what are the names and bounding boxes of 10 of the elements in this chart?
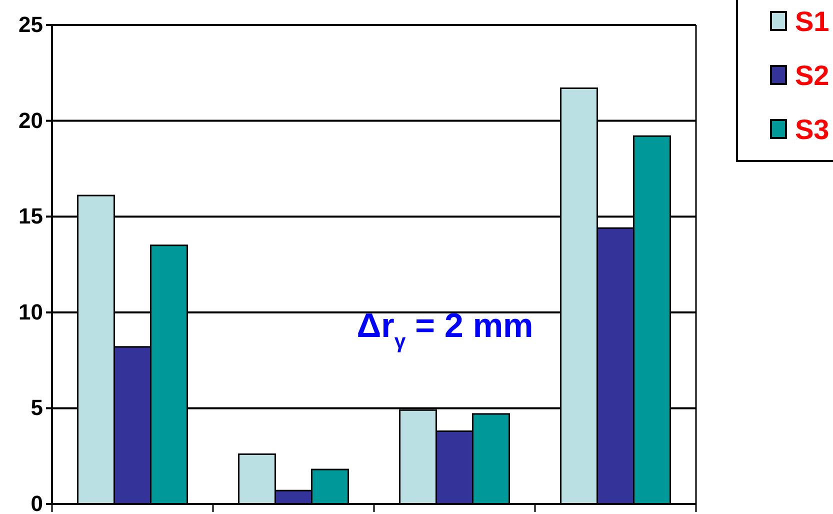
y-tick-label: 20 (18, 108, 43, 133)
legend-label: S2 (795, 60, 830, 91)
y-tick-label: 15 (18, 204, 43, 229)
legend-label: S1 (795, 6, 830, 37)
y-tick-label: 0 (30, 491, 43, 514)
y-tick-label: 25 (18, 12, 43, 38)
y-tick-label: 10 (18, 299, 43, 324)
annotation: Δr$_{γ}$ = 2 mm (356, 307, 534, 353)
y-tick-label: 5 (30, 395, 43, 420)
legend-label: S3 (795, 114, 830, 145)
